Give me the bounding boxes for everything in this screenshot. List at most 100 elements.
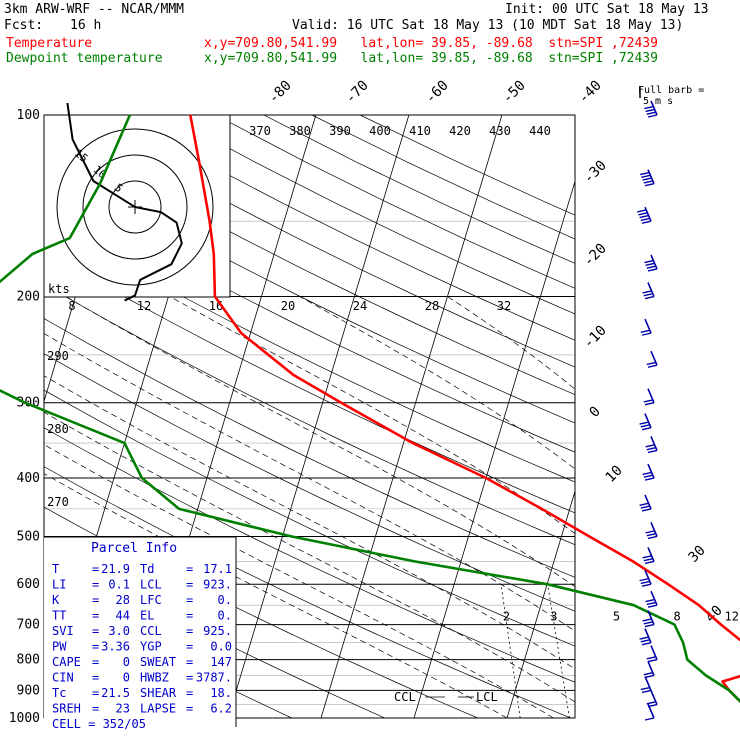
wind-barb-feather bbox=[640, 171, 650, 176]
wind-barb-feather bbox=[637, 209, 647, 213]
wind-barb-feather bbox=[639, 577, 649, 582]
parcel-label: Tc bbox=[52, 686, 66, 700]
hodograph-frame bbox=[43, 114, 231, 298]
pressure-label-100: 100 bbox=[17, 108, 40, 123]
wind-barb-staff bbox=[647, 703, 655, 719]
parcel-value: 3787. bbox=[196, 671, 232, 685]
wind-barb-staff bbox=[647, 388, 655, 404]
isotherm-label--80: -80 bbox=[266, 78, 295, 107]
wind-barb-feather bbox=[641, 583, 652, 587]
hodograph-scale-label-20: 20 bbox=[281, 299, 295, 313]
ccl-label: CCL bbox=[394, 690, 416, 704]
isotherm--30 bbox=[320, 115, 503, 718]
parcel-eq: = bbox=[186, 578, 193, 592]
parcel-label: LCL bbox=[140, 578, 162, 592]
wind-barb-150 bbox=[637, 206, 652, 224]
parcel-label: CIN bbox=[52, 671, 74, 685]
wind-barb-feather bbox=[646, 265, 656, 269]
parcel-eq: = bbox=[186, 702, 193, 716]
parcel-value: 923. bbox=[203, 578, 232, 592]
parcel-eq: = bbox=[186, 640, 193, 654]
dry-adiabat-290 bbox=[44, 389, 575, 647]
wind-barb-feather bbox=[641, 508, 652, 512]
parcel-cell: CELL = 352/05 bbox=[52, 717, 146, 731]
wind-barb-feather bbox=[641, 641, 652, 646]
wind-barb-staff bbox=[647, 661, 655, 676]
wind-barb-staff bbox=[647, 547, 655, 562]
moist-adiabat-20 bbox=[169, 296, 575, 534]
parcel-value: 17.1 bbox=[203, 562, 232, 576]
wind-barb-600 bbox=[639, 569, 652, 587]
isotherm-label-10: 10 bbox=[603, 463, 626, 486]
hodograph-scale-label-24: 24 bbox=[353, 299, 367, 313]
parcel-eq: = bbox=[186, 671, 193, 685]
moist-adiabat-10 bbox=[44, 333, 575, 632]
pressure-label-500: 500 bbox=[17, 529, 40, 544]
wind-barb-feather bbox=[646, 601, 656, 606]
mixing-ratio-line-2 bbox=[500, 584, 521, 718]
dry-adiabat-350 bbox=[44, 187, 575, 453]
moist-adiabat-40 bbox=[690, 297, 740, 719]
parcel-value: 44 bbox=[116, 609, 130, 623]
dry-adiabat-340 bbox=[44, 218, 575, 483]
parcel-eq: = bbox=[186, 686, 193, 700]
wind-barb-feather bbox=[641, 689, 652, 694]
wind-barb-feather bbox=[644, 183, 655, 187]
wind-barb-feather bbox=[641, 174, 651, 178]
parcel-label: T bbox=[52, 562, 59, 576]
wind-barb-feather bbox=[643, 399, 653, 403]
hodograph-trace-upper bbox=[66, 102, 136, 208]
wind-barb-feather bbox=[644, 105, 654, 110]
isotherm-label--10: -10 bbox=[581, 323, 610, 352]
pressure-label-700: 700 bbox=[17, 618, 40, 633]
parcel-label: PW bbox=[52, 640, 67, 654]
wind-barb-feather bbox=[647, 658, 658, 663]
parcel-info-title: Parcel Info bbox=[91, 541, 177, 556]
plot-frame bbox=[43, 114, 576, 719]
wind-barb-feather bbox=[645, 108, 655, 113]
dry-adiabat-370 bbox=[44, 127, 575, 396]
parcel-value: 0. bbox=[218, 609, 232, 623]
parcel-label: EL bbox=[140, 609, 154, 623]
parcel-eq: = bbox=[92, 578, 99, 592]
wind-barb-feather bbox=[640, 505, 650, 509]
parcel-eq: = bbox=[92, 671, 99, 685]
wind-barb-feather bbox=[644, 560, 655, 565]
barb-key-title: Full barb = bbox=[638, 85, 704, 96]
wind-barb-feather bbox=[647, 268, 658, 272]
wind-barb-feather bbox=[640, 686, 650, 691]
dry-adiabat-label-290: 290 bbox=[47, 349, 69, 363]
wind-barb-feather bbox=[645, 262, 655, 267]
temperature-profile bbox=[189, 114, 740, 703]
wind-barb-feather bbox=[639, 214, 649, 219]
wind-barb-feather bbox=[639, 421, 649, 425]
wind-barb-feather bbox=[643, 474, 653, 478]
wind-barb-700 bbox=[642, 610, 655, 628]
wind-barb-550 bbox=[642, 547, 655, 565]
wind-barb-800 bbox=[646, 645, 658, 663]
wind-barb-staff bbox=[644, 569, 652, 585]
parcel-value: 0. bbox=[218, 593, 232, 607]
hodograph-ring-5 bbox=[108, 180, 162, 234]
wind-barb-feather bbox=[639, 636, 649, 640]
wind-barb-feather bbox=[643, 557, 653, 562]
theta-e-label-390: 390 bbox=[329, 124, 351, 138]
wind-barb-feather bbox=[644, 717, 655, 721]
wind-barb-staff bbox=[644, 494, 652, 510]
parcel-value: 147 bbox=[210, 655, 232, 669]
wind-barb-feather bbox=[643, 671, 653, 676]
wind-barb-feather bbox=[647, 449, 658, 454]
wind-barb-feather bbox=[647, 604, 658, 608]
hodograph-ring-15 bbox=[56, 128, 214, 286]
pressure-label-200: 200 bbox=[17, 290, 40, 305]
wind-barb-feather bbox=[642, 618, 652, 622]
dewpoint-station-info: x,y=709.80,541.99 lat,lon= 39.85, -89.68… bbox=[204, 51, 658, 66]
dry-adiabat-280 bbox=[44, 427, 575, 683]
mixing-ratio-label-8: 8 bbox=[673, 610, 680, 624]
parcel-label: SREH bbox=[52, 702, 81, 716]
parcel-value: 6.2 bbox=[210, 702, 232, 716]
parcel-eq: = bbox=[92, 702, 99, 716]
parcel-value: 0 bbox=[123, 671, 130, 685]
temperature-legend: Temperature bbox=[6, 36, 93, 51]
isotherm--20 bbox=[413, 179, 575, 718]
